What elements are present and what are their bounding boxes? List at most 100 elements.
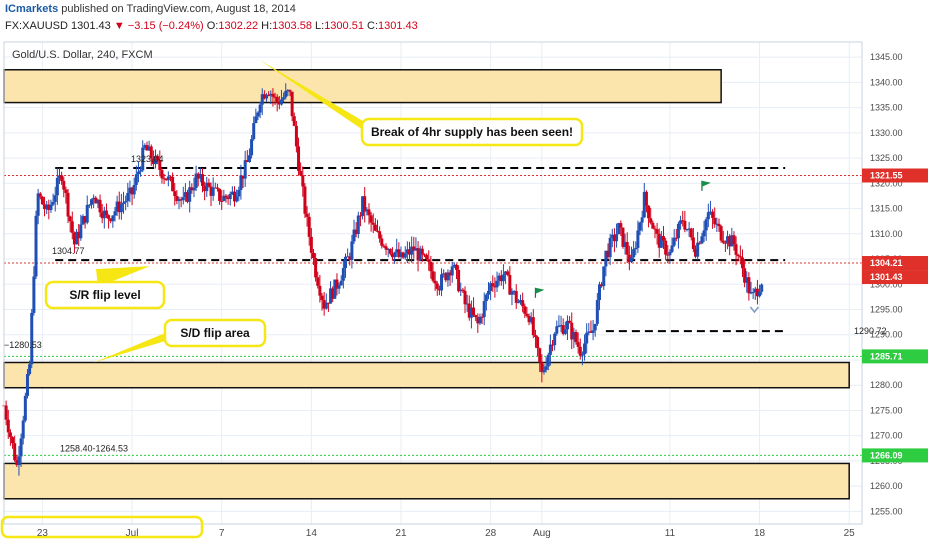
- candle-body: [412, 246, 416, 251]
- candle-body: [166, 176, 170, 181]
- candle-body: [542, 369, 546, 373]
- candle-body: [578, 346, 582, 356]
- candle-body: [390, 253, 394, 258]
- candle-body: [260, 94, 264, 105]
- candle-body: [254, 116, 258, 124]
- candle-body: [354, 229, 358, 234]
- down-arrow-icon: ▼: [113, 20, 125, 32]
- candle-body: [96, 199, 100, 204]
- y-tick-label: 1270.00: [870, 431, 903, 441]
- candle-body: [745, 277, 749, 283]
- chart-title: Gold/U.S. Dollar, 240, FXCM: [12, 49, 153, 61]
- candle-body: [608, 237, 612, 258]
- x-tick-label: 14: [306, 528, 318, 539]
- callout-sd-box: [163, 318, 267, 348]
- candle-body: [237, 189, 241, 197]
- publisher-name[interactable]: ICmarkets: [5, 3, 59, 15]
- x-tick-label: 11: [665, 528, 676, 539]
- candle-body: [267, 94, 271, 96]
- candle-body: [352, 229, 356, 242]
- candle-body: [177, 199, 181, 202]
- demand-zone-bottom: [3, 462, 850, 500]
- candle-body: [130, 187, 134, 195]
- candle-body: [753, 288, 757, 292]
- candle-body: [721, 240, 725, 243]
- candle-body: [145, 145, 149, 151]
- callout-supply-text: Break of 4hr supply has been seen!: [371, 125, 573, 139]
- candle-body: [704, 219, 708, 231]
- x-tick-label: 18: [754, 528, 766, 539]
- candle-body: [230, 191, 234, 194]
- candle-body: [510, 291, 514, 295]
- flag-icon-aug1-icon: [535, 287, 545, 294]
- candle-body: [162, 178, 166, 180]
- candle-body: [499, 275, 503, 282]
- candle-body: [589, 331, 593, 333]
- y-tick-label: 1345.00: [870, 52, 903, 62]
- candle-body: [183, 192, 187, 198]
- candle-body: [529, 317, 533, 323]
- candle-body: [632, 249, 636, 258]
- candle-body: [143, 145, 147, 148]
- candle-body: [113, 211, 117, 216]
- candle-body: [410, 246, 414, 255]
- candle-body: [309, 236, 313, 253]
- candle-body: [493, 285, 497, 288]
- candle-body: [636, 230, 640, 248]
- candle-body: [440, 274, 444, 291]
- candle-body: [8, 432, 12, 438]
- candle-body: [666, 254, 670, 256]
- candle-body: [36, 193, 40, 216]
- candle-body: [324, 302, 328, 309]
- candle-body: [700, 236, 704, 244]
- candle-body: [373, 224, 377, 231]
- y-tick-label: 1335.00: [870, 103, 903, 113]
- candle-body: [198, 174, 202, 179]
- candle-body: [548, 344, 552, 355]
- candle-body: [40, 196, 44, 205]
- price-tag-label: 1321.55: [870, 170, 903, 180]
- candle-body: [555, 326, 559, 334]
- candle-body: [147, 146, 151, 151]
- candle-body: [311, 252, 315, 259]
- candle-body: [175, 196, 179, 202]
- candle-body: [68, 216, 72, 222]
- candle-body: [365, 209, 369, 212]
- candle-body: [694, 249, 698, 257]
- y-tick-label: 1290.00: [870, 330, 903, 340]
- candle-body: [111, 215, 115, 222]
- candle-body: [335, 279, 339, 289]
- price-tag-label: 1301.43: [870, 272, 903, 282]
- candle-body: [252, 123, 256, 140]
- candle-body: [200, 174, 204, 186]
- candle-body: [627, 254, 631, 263]
- high-label: H:: [261, 20, 273, 32]
- candle-body: [719, 226, 723, 241]
- candle-body: [367, 209, 371, 216]
- candle-body: [730, 235, 734, 247]
- chart-area[interactable]: Gold/U.S. Dollar, 240, FXCM 1323.04 1304.7…: [0, 36, 932, 550]
- candle-body: [683, 220, 687, 230]
- candle-body: [90, 199, 94, 205]
- candle-body: [154, 156, 158, 165]
- candle-body: [299, 170, 303, 176]
- candlestick-chart[interactable]: Gold/U.S. Dollar, 240, FXCM 1323.04 1304.7…: [0, 36, 932, 550]
- candle-body: [30, 312, 34, 365]
- candle-body: [418, 248, 422, 261]
- candle-body: [203, 185, 207, 192]
- candle-body: [307, 216, 311, 237]
- callout-sd-pointer: [94, 331, 172, 363]
- candle-body: [34, 215, 38, 277]
- candle-body: [615, 234, 619, 242]
- candle-body: [53, 195, 57, 202]
- candle-body: [642, 191, 646, 218]
- candle-body: [320, 295, 324, 301]
- candle-body: [226, 197, 230, 200]
- price-tag-label: 1266.09: [870, 450, 903, 460]
- symbol: FX:XAUUSD: [5, 20, 68, 32]
- candle-body: [623, 242, 627, 247]
- candle-body: [587, 331, 591, 333]
- candle-body: [544, 366, 548, 370]
- candle-body: [610, 234, 614, 238]
- candle-body: [486, 290, 490, 295]
